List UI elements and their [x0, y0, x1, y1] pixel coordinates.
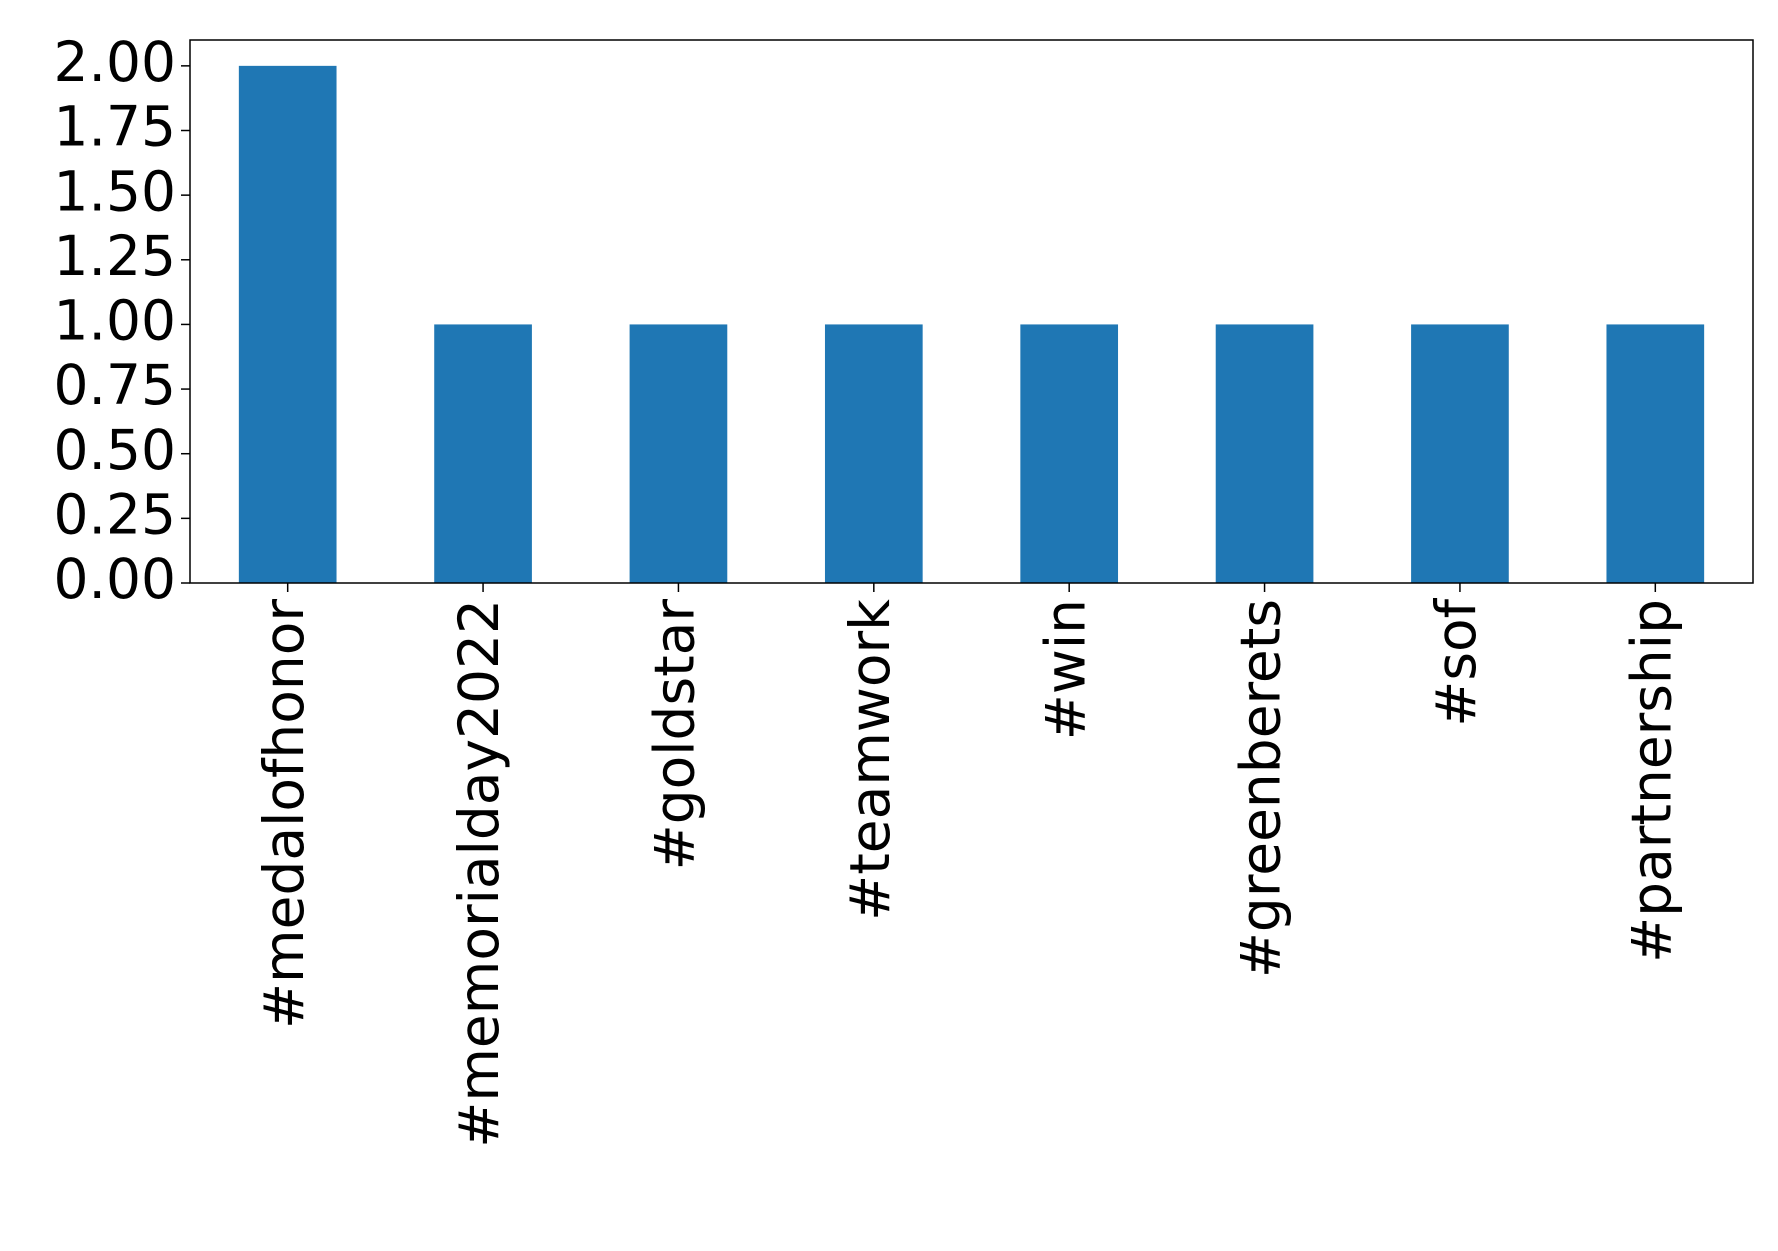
x-tick-label: #partnership	[1619, 599, 1683, 963]
bar	[238, 65, 337, 584]
x-tick-label: #medalofhonor	[252, 599, 316, 1029]
bar	[1606, 324, 1705, 583]
bar	[1411, 324, 1509, 583]
y-tick-label: 1.50	[54, 159, 176, 223]
bar	[1020, 324, 1119, 583]
x-tick-label: #goldstar	[643, 599, 707, 871]
y-tick-label: 0.25	[54, 482, 176, 546]
x-tick-label: #memorialday2022	[447, 599, 511, 1148]
y-tick-label: 0.00	[54, 547, 176, 611]
plot-frame	[189, 39, 1754, 584]
y-tick-label: 0.75	[54, 353, 176, 417]
bar	[434, 324, 532, 583]
x-tick-label: #sof	[1424, 597, 1488, 726]
x-tick-label: #win	[1033, 599, 1097, 740]
y-tick-label: 2.00	[54, 30, 176, 94]
y-tick-label: 1.00	[54, 289, 176, 353]
bar	[629, 324, 728, 583]
y-tick-label: 1.75	[54, 95, 176, 159]
x-tick-label: #teamwork	[838, 599, 902, 921]
x-tick-label: #greenberets	[1229, 599, 1293, 978]
bar	[1215, 324, 1314, 583]
bar	[824, 324, 923, 583]
y-tick-label: 1.25	[54, 224, 176, 288]
y-tick-label: 0.50	[54, 418, 176, 482]
